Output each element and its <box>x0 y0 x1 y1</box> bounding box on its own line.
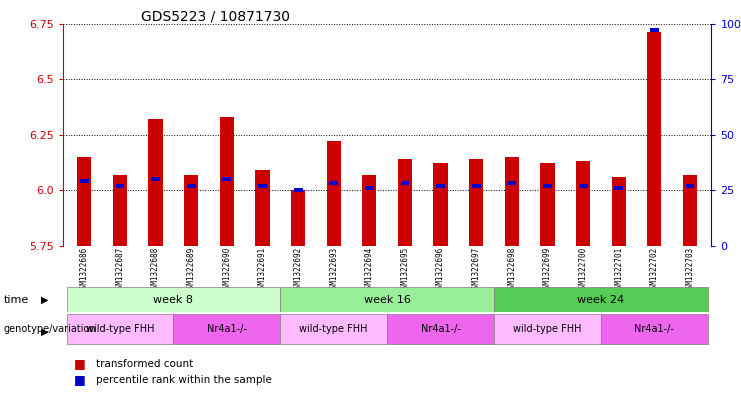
Text: Nr4a1-/-: Nr4a1-/- <box>421 324 461 334</box>
Bar <box>614 186 623 190</box>
Bar <box>650 28 659 32</box>
Bar <box>77 157 91 246</box>
Bar <box>505 157 519 246</box>
Text: week 16: week 16 <box>364 295 411 305</box>
Text: GSM1322691: GSM1322691 <box>258 247 267 293</box>
Bar <box>494 314 601 344</box>
Bar <box>291 190 305 246</box>
Text: GSM1322694: GSM1322694 <box>365 247 374 293</box>
Bar <box>543 184 552 188</box>
Bar <box>116 184 124 188</box>
Text: ■: ■ <box>74 357 86 370</box>
Text: GSM1322687: GSM1322687 <box>116 247 124 293</box>
Text: wild-type FHH: wild-type FHH <box>514 324 582 334</box>
Bar <box>220 117 234 246</box>
Text: week 8: week 8 <box>153 295 193 305</box>
Text: GSM1322698: GSM1322698 <box>508 247 516 293</box>
Text: ▶: ▶ <box>41 295 48 305</box>
Bar <box>258 184 267 188</box>
Bar <box>436 184 445 188</box>
Bar <box>683 174 697 246</box>
Bar <box>540 163 554 246</box>
Bar <box>647 33 662 246</box>
Bar <box>329 182 338 185</box>
Bar <box>280 314 387 344</box>
Text: GSM1322686: GSM1322686 <box>80 247 89 293</box>
Bar <box>398 159 412 246</box>
Bar <box>67 287 280 312</box>
Text: GSM1322689: GSM1322689 <box>187 247 196 293</box>
Text: wild-type FHH: wild-type FHH <box>299 324 368 334</box>
Bar <box>256 170 270 246</box>
Bar <box>327 141 341 246</box>
Bar <box>508 182 516 185</box>
Text: Nr4a1-/-: Nr4a1-/- <box>634 324 674 334</box>
Text: genotype/variation: genotype/variation <box>4 324 96 334</box>
Text: GSM1322688: GSM1322688 <box>151 247 160 293</box>
Bar <box>472 184 481 188</box>
Text: GSM1322699: GSM1322699 <box>543 247 552 293</box>
Text: GSM1322696: GSM1322696 <box>436 247 445 293</box>
Bar <box>685 184 694 188</box>
Bar <box>293 188 302 192</box>
Bar <box>469 159 483 246</box>
Text: time: time <box>4 295 29 305</box>
Text: GSM1322692: GSM1322692 <box>293 247 302 293</box>
Text: week 24: week 24 <box>577 295 625 305</box>
Bar <box>113 174 127 246</box>
Text: GSM1322693: GSM1322693 <box>329 247 338 293</box>
Text: GSM1322701: GSM1322701 <box>614 247 623 293</box>
Text: GSM1322702: GSM1322702 <box>650 247 659 293</box>
Bar <box>576 161 591 246</box>
Bar <box>362 174 376 246</box>
Bar <box>173 314 280 344</box>
Text: transformed count: transformed count <box>96 358 193 369</box>
Bar <box>579 184 588 188</box>
Text: GSM1322697: GSM1322697 <box>472 247 481 293</box>
Bar <box>433 163 448 246</box>
Bar <box>280 287 494 312</box>
Text: wild-type FHH: wild-type FHH <box>86 324 154 334</box>
Bar <box>184 174 199 246</box>
Bar <box>67 314 173 344</box>
Bar <box>222 177 231 181</box>
Text: percentile rank within the sample: percentile rank within the sample <box>96 375 272 385</box>
Text: GSM1322703: GSM1322703 <box>685 247 694 293</box>
Bar <box>601 314 708 344</box>
Text: GSM1322700: GSM1322700 <box>579 247 588 293</box>
Bar <box>80 179 89 183</box>
Text: GSM1322695: GSM1322695 <box>400 247 410 293</box>
Bar <box>365 186 373 190</box>
Text: ▶: ▶ <box>41 327 48 337</box>
Bar <box>387 314 494 344</box>
Text: GDS5223 / 10871730: GDS5223 / 10871730 <box>141 10 290 24</box>
Bar <box>151 177 160 181</box>
Bar <box>611 177 626 246</box>
Bar <box>401 182 410 185</box>
Bar <box>148 119 163 246</box>
Text: Nr4a1-/-: Nr4a1-/- <box>207 324 247 334</box>
Text: GSM1322690: GSM1322690 <box>222 247 231 293</box>
Text: ■: ■ <box>74 373 86 387</box>
Bar <box>494 287 708 312</box>
Bar <box>187 184 196 188</box>
